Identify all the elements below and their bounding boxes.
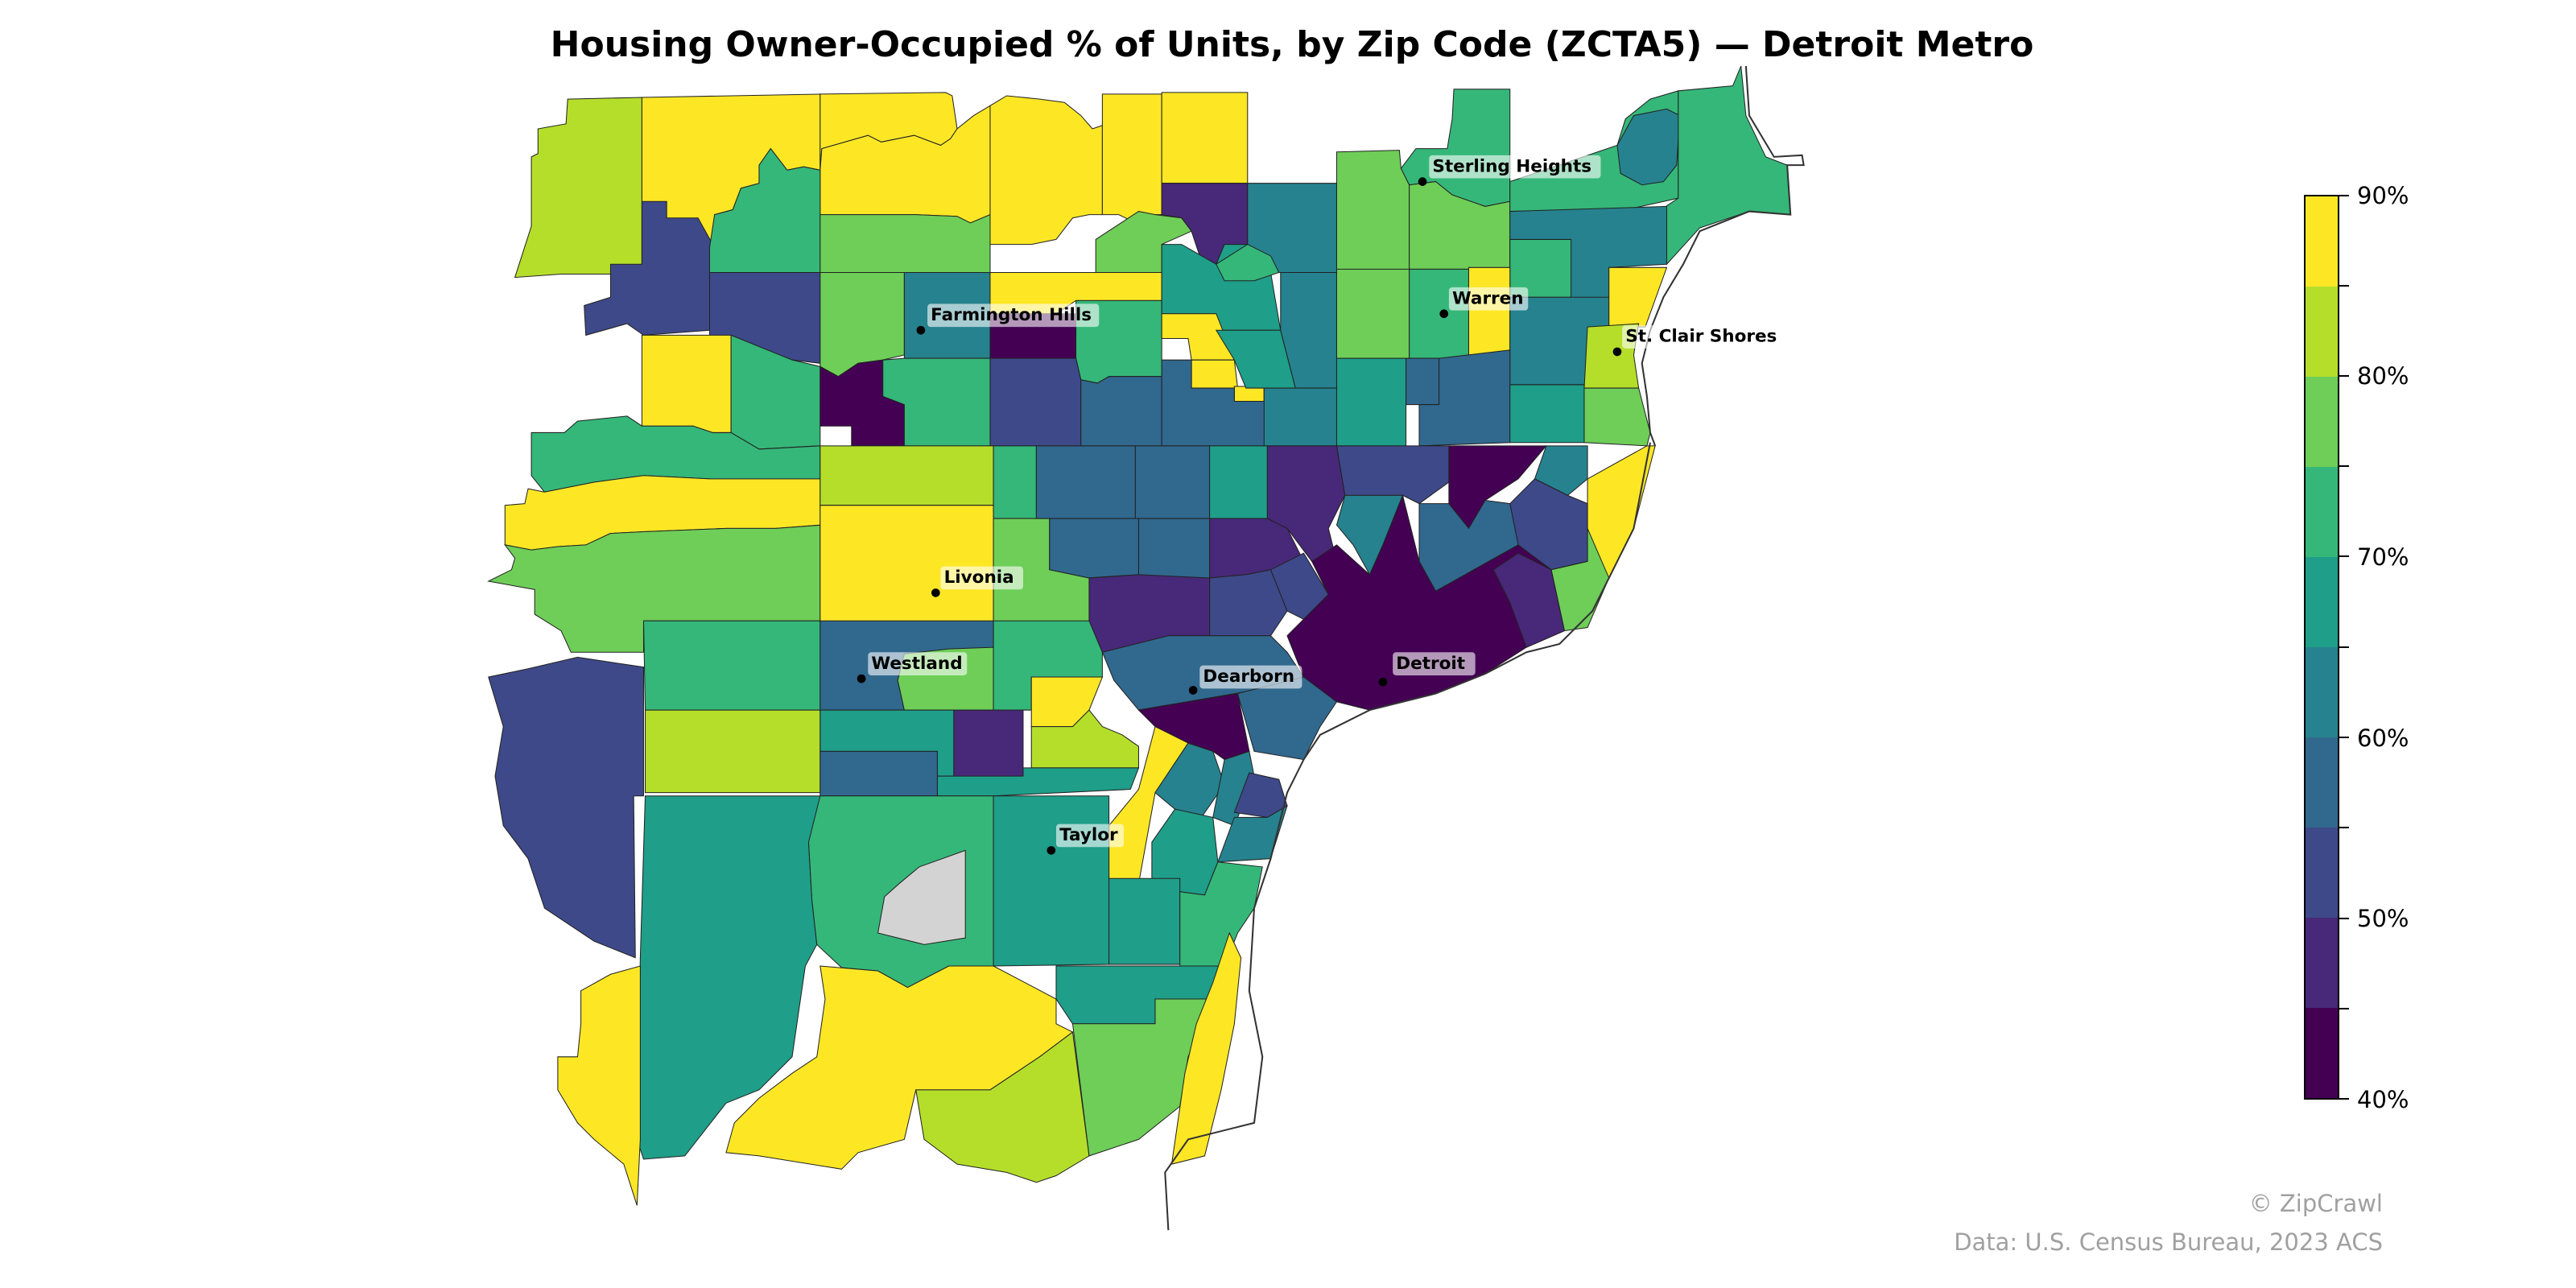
city-marker-detroit: Detroit — [1378, 652, 1476, 687]
zcta-region[interactable] — [989, 357, 1082, 447]
city-marker-sterling-heights: Sterling Heights — [1418, 155, 1601, 186]
colorbar-label-40: 40% — [2357, 1086, 2409, 1113]
svg-text:Warren: Warren — [1452, 288, 1524, 308]
zcta-region[interactable] — [1534, 445, 1588, 496]
zcta-region[interactable] — [1468, 266, 1511, 359]
svg-text:Dearborn: Dearborn — [1203, 667, 1294, 687]
zcta-region[interactable] — [1035, 445, 1136, 519]
zcta-region[interactable] — [1492, 552, 1565, 648]
zcta-region[interactable] — [953, 709, 1024, 780]
zcta-region[interactable] — [1134, 445, 1211, 519]
zcta-region[interactable] — [1335, 357, 1407, 447]
colorbar-bin — [2306, 737, 2338, 828]
zcta-region[interactable] — [1080, 376, 1162, 447]
colorbar-tick — [2339, 1098, 2349, 1100]
colorbar-tick — [2339, 195, 2349, 196]
colorbar-tick — [2339, 827, 2349, 828]
zcta-region[interactable] — [1662, 65, 1791, 266]
zcta-region[interactable] — [993, 445, 1037, 519]
colorbar-label-90: 90% — [2357, 182, 2409, 209]
zcta-region[interactable] — [1608, 266, 1668, 328]
svg-text:Detroit: Detroit — [1396, 654, 1465, 674]
svg-text:Sterling Heights: Sterling Heights — [1432, 156, 1591, 176]
city-marker-livonia: Livonia — [931, 566, 1023, 597]
zcta-region[interactable] — [819, 445, 994, 506]
colorbar-label-50: 50% — [2357, 905, 2409, 932]
city-marker-taylor: Taylor — [1046, 824, 1125, 855]
zcta-region[interactable] — [1071, 998, 1214, 1157]
zcta-region[interactable] — [1583, 387, 1651, 447]
zcta-region[interactable] — [1216, 244, 1280, 282]
colorbar-bin — [2306, 1008, 2338, 1098]
colorbar — [2304, 195, 2339, 1100]
zcta-region[interactable] — [1217, 804, 1288, 863]
colorbar-tick — [2339, 1008, 2349, 1009]
colorbar-tick — [2339, 285, 2349, 287]
svg-text:Westland: Westland — [871, 654, 962, 674]
zcta-region[interactable] — [1049, 518, 1139, 579]
city-marker-dearborn: Dearborn — [1188, 665, 1302, 695]
colorbar-tick — [2339, 555, 2349, 557]
zcta-region[interactable] — [1406, 357, 1440, 406]
zcta-region[interactable] — [1191, 359, 1239, 389]
zcta-region[interactable] — [642, 620, 821, 711]
zcta-region[interactable] — [1095, 211, 1192, 273]
zcta-region[interactable] — [645, 709, 821, 794]
colorbar-bin — [2306, 467, 2338, 557]
colorbar-bin — [2306, 828, 2338, 918]
zcta-region[interactable] — [915, 1031, 1090, 1183]
zcta-region[interactable] — [1335, 150, 1410, 273]
city-marker-st-clair-shores: St. Clair Shores — [1612, 325, 1788, 357]
zcta-region[interactable] — [819, 505, 994, 623]
colorbar-bin — [2306, 196, 2338, 287]
zcta-region[interactable] — [488, 656, 644, 959]
map-title: Housing Owner-Occupied % of Units, by Zi… — [550, 24, 2034, 65]
colorbar-tick — [2339, 737, 2349, 738]
zcta-region[interactable] — [877, 849, 966, 945]
colorbar-bin — [2306, 287, 2338, 377]
zcta-region[interactable] — [1209, 445, 1268, 519]
copyright-credit: © ZipCrawl — [2248, 1190, 2383, 1217]
zcta-region[interactable] — [1509, 384, 1585, 444]
zcta-region[interactable] — [1616, 108, 1681, 186]
colorbar-bin — [2306, 377, 2338, 467]
colorbar-bin — [2306, 647, 2338, 737]
svg-text:Farmington Hills: Farmington Hills — [931, 305, 1092, 325]
zcta-region[interactable] — [1101, 93, 1162, 227]
zcta-region[interactable] — [993, 795, 1110, 967]
city-marker-westland: Westland — [857, 652, 968, 683]
colorbar-tick — [2339, 646, 2349, 648]
zcta-region[interactable] — [725, 965, 1074, 1170]
colorbar-label-70: 70% — [2357, 543, 2409, 571]
city-marker-farmington-hills: Farmington Hills — [916, 303, 1100, 335]
colorbar-label-60: 60% — [2357, 724, 2409, 752]
colorbar-bin — [2306, 557, 2338, 647]
data-source-credit: Data: U.S. Census Bureau, 2023 ACS — [1954, 1228, 2383, 1256]
colorbar-bin — [2306, 918, 2338, 1008]
zcta-region[interactable] — [514, 97, 642, 279]
colorbar-label-80: 80% — [2357, 362, 2409, 390]
colorbar-tick — [2339, 465, 2349, 467]
zcta-region[interactable] — [819, 750, 938, 797]
svg-text:Livonia: Livonia — [944, 568, 1014, 588]
colorbar-tick — [2339, 918, 2349, 919]
zcta-region[interactable] — [1170, 931, 1242, 1165]
zcta-region[interactable] — [641, 334, 732, 433]
svg-text:St. Clair Shores: St. Clair Shores — [1625, 327, 1777, 347]
zcta-region[interactable] — [819, 213, 991, 273]
zcta-region[interactable] — [1236, 676, 1338, 761]
colorbar-tick — [2339, 375, 2349, 377]
city-markers: Sterling Heights Farmington Hills Warren… — [857, 155, 1788, 855]
zcta-region[interactable] — [1263, 387, 1337, 447]
zcta-region[interactable] — [1108, 877, 1181, 965]
city-marker-warren: Warren — [1439, 287, 1529, 319]
zcta-region[interactable] — [1409, 268, 1469, 359]
zcta-region[interactable] — [1335, 268, 1410, 359]
svg-text:Taylor: Taylor — [1059, 825, 1118, 845]
zcta-region[interactable] — [557, 965, 641, 1206]
zcta-region[interactable] — [1233, 386, 1265, 402]
zcta-region[interactable] — [1161, 92, 1249, 184]
zcta-region[interactable] — [989, 95, 1103, 246]
